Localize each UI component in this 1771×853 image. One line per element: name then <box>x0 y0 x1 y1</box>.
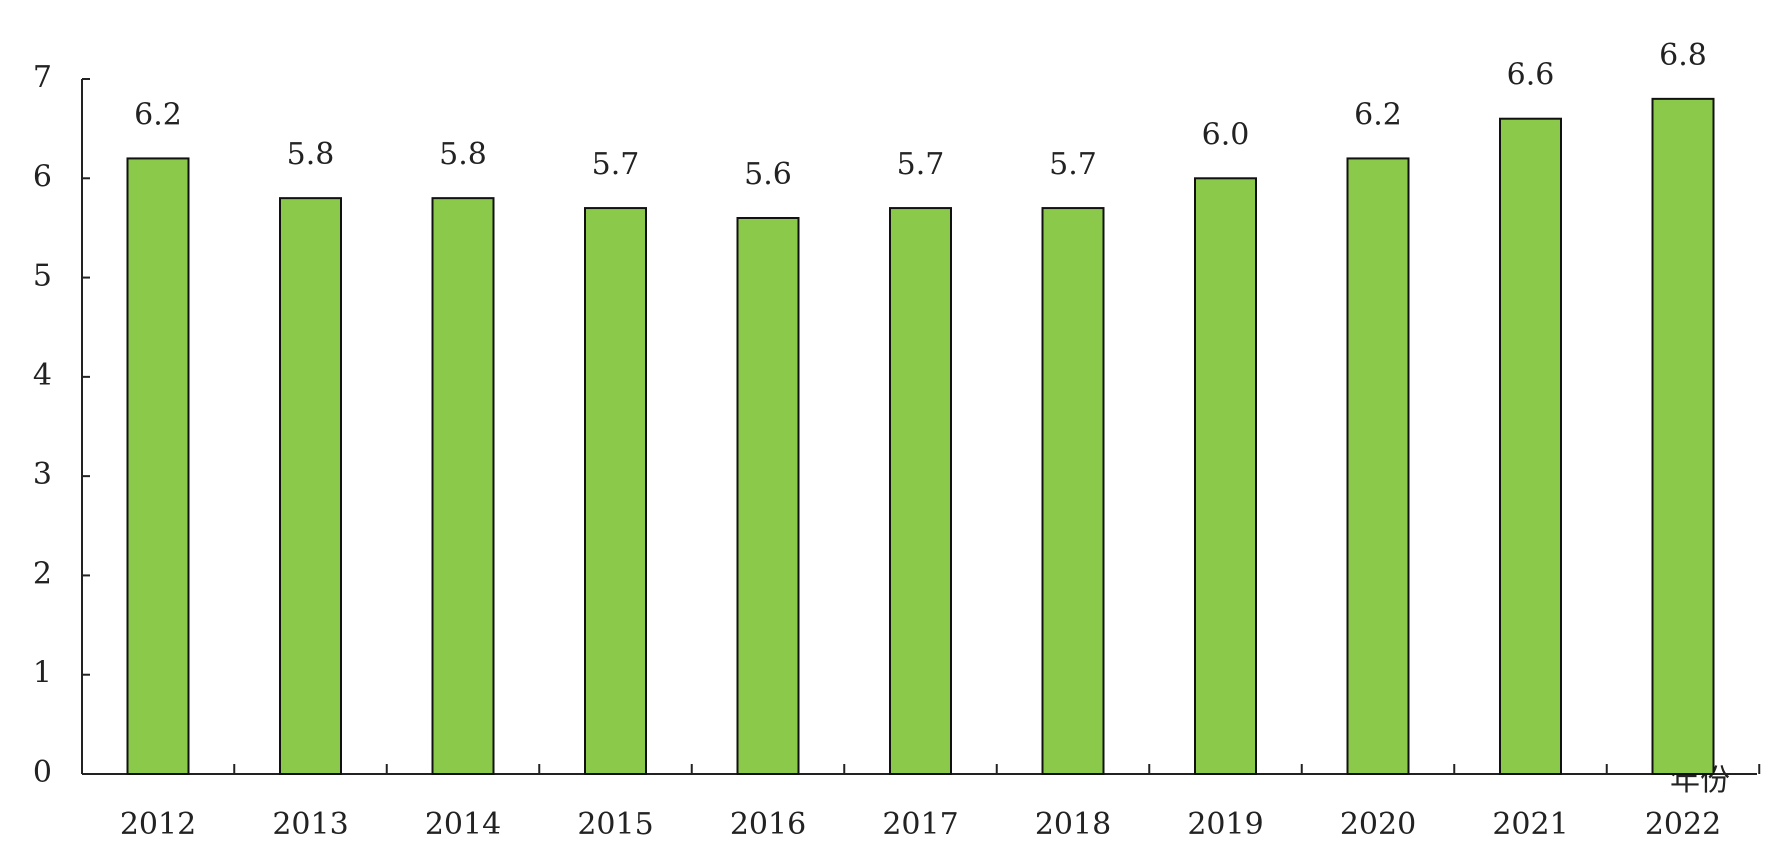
x-tick-label: 2012 <box>120 807 196 842</box>
bar <box>1346 157 1410 775</box>
value-label: 6.8 <box>1659 38 1707 73</box>
y-tick-label: 7 <box>33 60 52 95</box>
y-tick-label: 4 <box>33 358 52 393</box>
x-tick-label: 2021 <box>1492 807 1568 842</box>
x-tick-label: 2016 <box>730 807 806 842</box>
value-label: 5.8 <box>439 137 487 172</box>
x-tick-label: 2017 <box>882 807 958 842</box>
value-label: 5.7 <box>897 147 945 182</box>
y-tick-label: 6 <box>33 159 52 194</box>
bar <box>1499 117 1562 775</box>
y-tick-label: 0 <box>33 755 52 790</box>
y-tick-label: 2 <box>33 556 52 591</box>
value-label: 6.6 <box>1507 58 1555 93</box>
x-tick-label: 2014 <box>425 807 501 842</box>
x-tick-label: 2013 <box>272 807 348 842</box>
bar <box>1041 207 1105 776</box>
x-tick-label: 2020 <box>1340 807 1416 842</box>
bar <box>1651 97 1715 776</box>
bar <box>279 197 342 775</box>
bar <box>1194 177 1257 776</box>
y-tick-label: 1 <box>33 656 52 691</box>
bar <box>431 197 495 775</box>
bar <box>889 207 952 776</box>
value-label: 5.6 <box>744 157 792 192</box>
bar <box>736 217 800 775</box>
value-label: 6.2 <box>1354 97 1402 132</box>
x-tick-label: 2018 <box>1035 807 1111 842</box>
x-tick-label: 2022 <box>1645 807 1721 842</box>
bar <box>584 207 647 776</box>
value-label: 6.2 <box>134 97 182 132</box>
x-tick-label: 2019 <box>1187 807 1263 842</box>
value-label: 6.0 <box>1202 117 1250 152</box>
value-label: 5.7 <box>592 147 640 182</box>
y-tick-label: 5 <box>33 259 52 294</box>
x-tick-label: 2015 <box>577 807 653 842</box>
y-tick-label: 3 <box>33 457 52 492</box>
value-label: 5.8 <box>287 137 335 172</box>
bar <box>126 157 190 775</box>
value-label: 5.7 <box>1049 147 1097 182</box>
